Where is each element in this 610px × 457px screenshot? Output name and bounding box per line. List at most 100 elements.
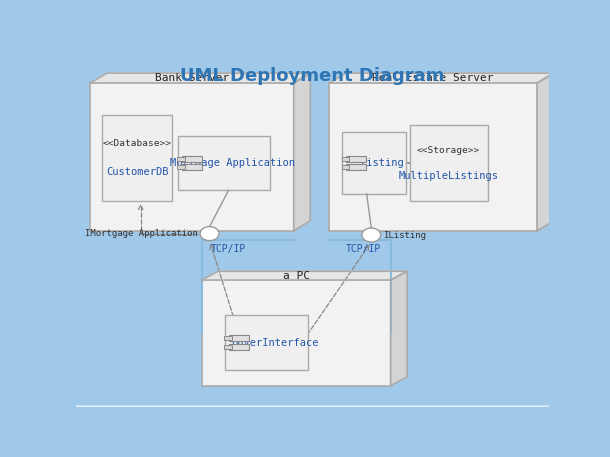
Bar xyxy=(76,402,549,404)
Bar xyxy=(342,157,349,161)
Bar xyxy=(76,403,549,405)
Bar xyxy=(76,403,549,405)
Bar xyxy=(76,404,549,406)
Bar xyxy=(76,402,549,404)
Bar xyxy=(76,402,549,405)
Text: Listing: Listing xyxy=(361,158,404,168)
Bar xyxy=(76,404,549,407)
Bar xyxy=(76,404,549,406)
Bar xyxy=(76,403,549,405)
Bar xyxy=(76,402,549,404)
Bar xyxy=(224,336,232,340)
Bar xyxy=(76,404,549,406)
Bar xyxy=(76,403,549,405)
Bar xyxy=(76,403,549,405)
Bar xyxy=(225,315,308,370)
Bar xyxy=(76,403,549,405)
Bar xyxy=(178,136,270,190)
Circle shape xyxy=(362,228,381,242)
Bar xyxy=(76,404,549,406)
Bar xyxy=(229,335,249,341)
Bar xyxy=(76,404,549,406)
Bar xyxy=(76,403,549,405)
Bar xyxy=(76,403,549,405)
Bar xyxy=(76,403,549,405)
Bar xyxy=(76,403,549,405)
Bar xyxy=(76,402,549,404)
Bar xyxy=(76,404,549,406)
Bar xyxy=(76,404,549,406)
Bar xyxy=(76,403,549,406)
Bar xyxy=(76,404,549,406)
Bar xyxy=(76,403,549,405)
Bar xyxy=(90,83,294,231)
Circle shape xyxy=(200,227,219,241)
Bar xyxy=(76,404,549,406)
Bar xyxy=(76,403,549,405)
Bar xyxy=(76,403,549,405)
Polygon shape xyxy=(390,271,407,386)
Bar xyxy=(76,402,549,405)
Bar xyxy=(182,164,201,170)
Bar xyxy=(76,403,549,405)
Bar xyxy=(76,404,549,406)
Bar xyxy=(76,403,549,405)
Bar xyxy=(76,403,549,405)
Bar xyxy=(76,403,549,405)
Bar xyxy=(201,280,390,386)
Bar xyxy=(76,403,549,405)
Bar xyxy=(76,404,549,406)
Bar xyxy=(409,125,487,201)
Polygon shape xyxy=(329,73,554,83)
Bar xyxy=(76,403,549,405)
Bar xyxy=(76,404,549,406)
Text: CustomerDB: CustomerDB xyxy=(106,167,168,177)
Text: Mortgage Application: Mortgage Application xyxy=(170,158,295,168)
Bar xyxy=(76,403,549,406)
Bar xyxy=(76,404,549,407)
Bar xyxy=(76,403,549,405)
Text: IMortgage Application: IMortgage Application xyxy=(85,229,198,238)
Bar xyxy=(76,403,549,405)
Bar xyxy=(76,403,549,405)
Bar xyxy=(76,403,549,405)
Bar xyxy=(76,404,549,407)
Text: TCP/IP: TCP/IP xyxy=(346,244,381,254)
Bar xyxy=(177,165,185,169)
Bar xyxy=(76,403,549,405)
Bar xyxy=(76,403,549,405)
Bar xyxy=(76,404,549,406)
Bar xyxy=(76,404,549,406)
Bar xyxy=(76,402,549,404)
Bar xyxy=(76,404,549,406)
Bar xyxy=(76,404,549,406)
Bar xyxy=(76,402,549,404)
Text: MultipleListings: MultipleListings xyxy=(398,171,498,181)
Polygon shape xyxy=(537,73,554,231)
Bar xyxy=(76,404,549,406)
Bar xyxy=(76,404,549,406)
Bar xyxy=(76,404,549,406)
Bar xyxy=(76,404,549,406)
Bar xyxy=(76,402,549,404)
Bar xyxy=(76,404,549,406)
Bar xyxy=(76,404,549,406)
Bar xyxy=(76,404,549,407)
Bar xyxy=(76,404,549,406)
Bar xyxy=(76,402,549,404)
Bar xyxy=(76,404,549,406)
Bar xyxy=(76,402,549,404)
Bar xyxy=(76,402,549,404)
Bar xyxy=(76,404,549,406)
Bar xyxy=(76,402,549,404)
Bar xyxy=(229,344,249,350)
Bar xyxy=(76,404,549,406)
Bar xyxy=(76,403,549,405)
Bar xyxy=(76,403,549,405)
Bar xyxy=(102,115,172,201)
Bar xyxy=(76,402,549,404)
Bar xyxy=(76,404,549,407)
Bar xyxy=(76,403,549,405)
Bar xyxy=(76,403,549,405)
Bar xyxy=(76,404,549,406)
